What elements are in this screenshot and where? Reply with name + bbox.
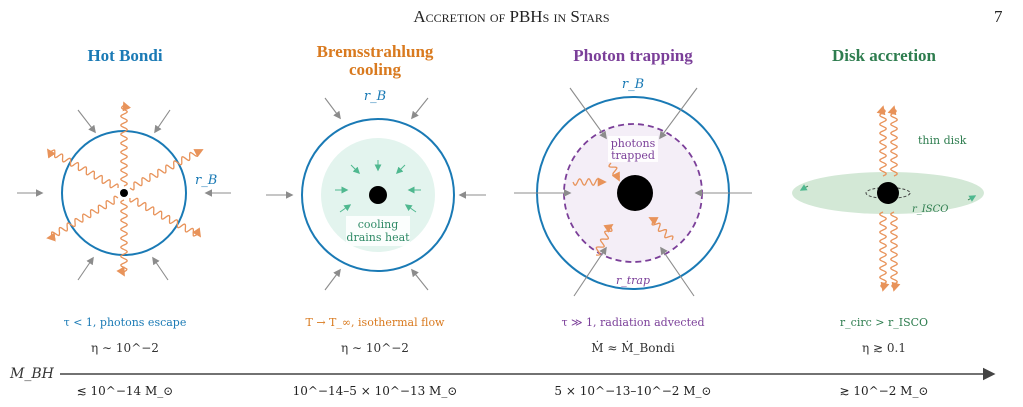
page-header: Accretion of PBHs in Stars 7 <box>0 0 1023 44</box>
bondi-radius-label: r_B <box>364 89 386 104</box>
mass-axis-label: M_BH <box>9 366 55 382</box>
jet-photons <box>876 105 901 292</box>
panel-hot-bondi: Hot Bondi r_B τ < 1, photons escape η ∼ … <box>17 46 231 398</box>
mass-range: ≲ 10^−14 M_⊙ <box>77 384 174 398</box>
cooling-label-line2: drains heat <box>346 231 410 244</box>
regime-condition: τ ≫ 1, radiation advected <box>561 316 704 329</box>
photon-wave <box>879 211 890 292</box>
photon-wave <box>876 105 887 177</box>
photon-wave <box>120 101 132 187</box>
panel-disk-accretion: Disk accretion thin disk r_ISCO r_circ >… <box>792 46 984 398</box>
isco-label: r_ISCO <box>912 204 948 215</box>
trapped-photons <box>572 162 674 256</box>
panel-photon-trapping: Photon trapping r_B photons trapped r_tr… <box>514 46 752 398</box>
panel-title-hot-bondi: Hot Bondi <box>87 46 162 65</box>
photon-wave <box>887 105 898 177</box>
efficiency: η ∼ 10^−2 <box>91 341 159 355</box>
panel-bremsstrahlung: Bremsstrahlung cooling r_B cooling drain… <box>266 42 486 398</box>
bondi-radius-circle <box>61 130 187 256</box>
panel-title-photon-trapping: Photon trapping <box>573 46 693 65</box>
photon-wave <box>129 149 204 191</box>
cooling-label-line1: cooling <box>358 218 399 231</box>
efficiency: η ∼ 10^−2 <box>341 341 409 355</box>
escaping-photons <box>46 101 204 277</box>
bondi-radius-circle <box>301 118 455 272</box>
inflow-arrows <box>266 97 486 291</box>
black-hole <box>369 186 387 204</box>
regime-condition: T → T_∞, isothermal flow <box>306 316 446 329</box>
bondi-radius-label: r_B <box>195 173 217 188</box>
photon-wave <box>595 223 614 256</box>
photon-wave <box>608 162 620 182</box>
black-hole <box>877 182 899 204</box>
mass-axis: M_BH <box>9 366 996 382</box>
photon-wave <box>46 148 119 189</box>
photon-wave <box>572 177 607 187</box>
photon-wave <box>890 211 901 292</box>
mass-range: 10^−14–5 × 10^−13 M_⊙ <box>293 384 458 398</box>
trap-label-box <box>608 136 658 162</box>
photon-wave <box>129 197 202 238</box>
efficiency: Ṁ ≈ Ṁ_Bondi <box>591 340 675 355</box>
trap-label-line2: trapped <box>611 149 655 162</box>
bondi-radius-label: r_B <box>622 77 644 92</box>
trap-label-line1: photons <box>611 137 656 150</box>
photon-wave <box>648 217 674 241</box>
regime-condition: r_circ > r_ISCO <box>840 316 928 329</box>
panel-title-disk-accretion: Disk accretion <box>832 46 937 65</box>
photon-wave <box>46 195 119 242</box>
cooling-arrows <box>335 160 421 213</box>
panel-title-bremsstrahlung-line2: cooling <box>349 60 401 79</box>
black-hole <box>120 189 128 197</box>
inflow-arrows <box>17 109 231 281</box>
disk-flow-arrows <box>799 184 977 202</box>
inflow-arrows <box>514 87 752 297</box>
running-title: Accretion of PBHs in Stars <box>413 7 610 26</box>
page-number: 7 <box>994 7 1003 26</box>
panel-title-bremsstrahlung-line1: Bremsstrahlung <box>317 42 434 61</box>
mass-range: ≳ 10^−2 M_⊙ <box>839 384 928 398</box>
mass-range: 5 × 10^−13–10^−2 M_⊙ <box>554 384 711 398</box>
thin-disk-label: thin disk <box>918 134 967 147</box>
photon-wave <box>116 199 128 277</box>
regime-condition: τ < 1, photons escape <box>64 316 187 329</box>
black-hole <box>617 175 653 211</box>
efficiency: η ≳ 0.1 <box>862 341 906 355</box>
trapping-radius-label: r_trap <box>616 274 650 287</box>
cooling-label-box <box>346 216 410 246</box>
